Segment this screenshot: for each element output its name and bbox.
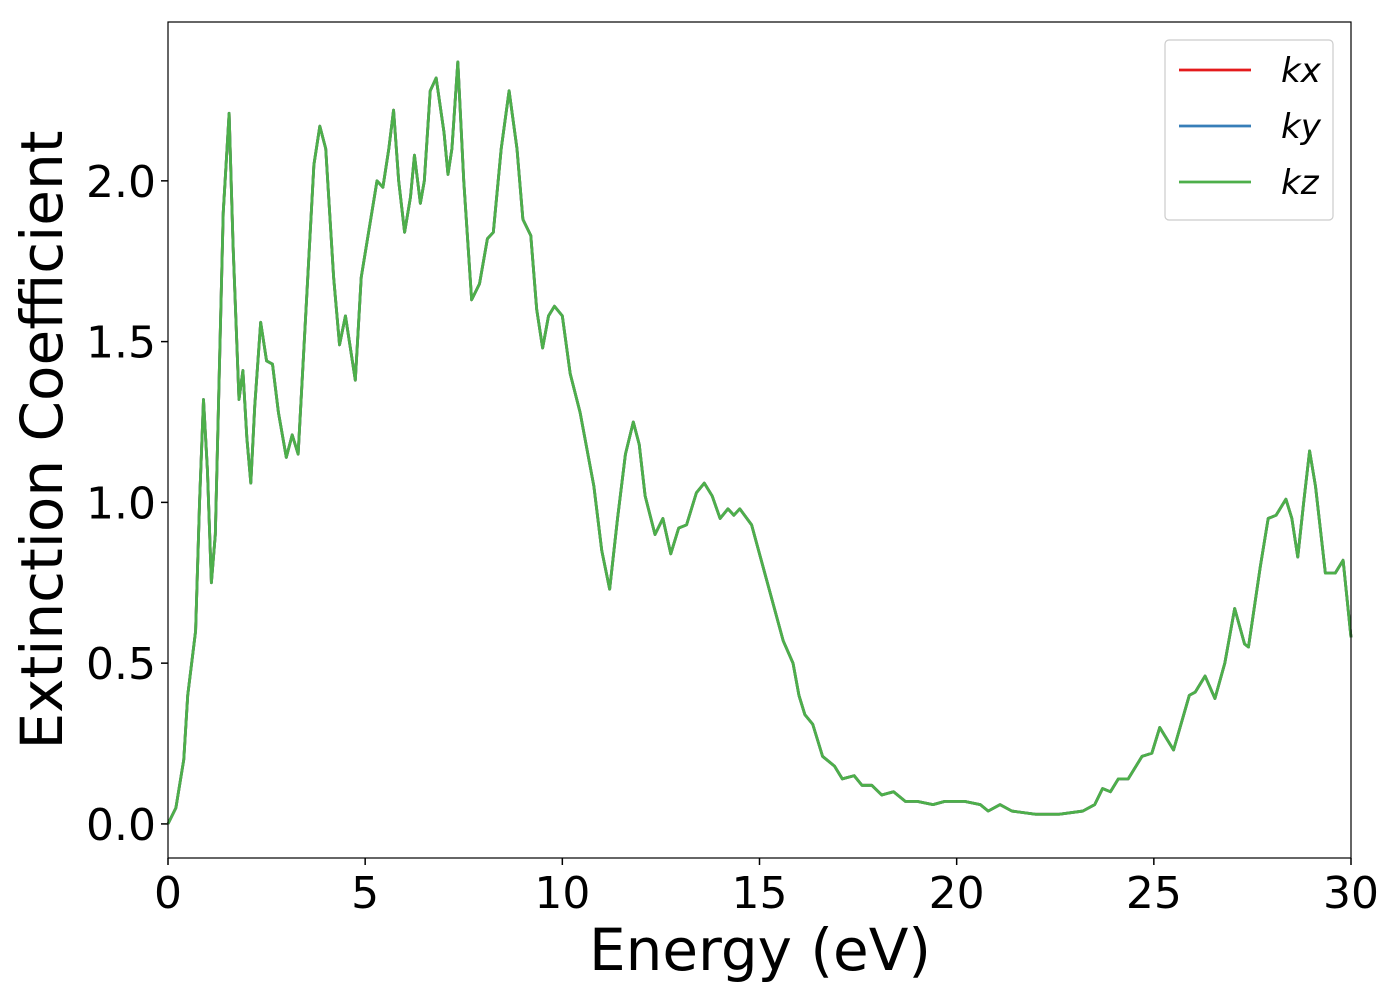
legend-label: kz <box>1281 163 1320 203</box>
legend-label: kx <box>1281 51 1322 91</box>
x-axis-label: Energy (eV) <box>589 916 931 984</box>
y-tick-label: 0.5 <box>86 639 156 690</box>
y-tick-label: 1.0 <box>86 478 156 529</box>
legend-box <box>1164 39 1334 221</box>
x-tick-label: 0 <box>154 868 182 919</box>
x-tick-label: 10 <box>534 868 590 919</box>
x-tick-label: 30 <box>1323 868 1379 919</box>
series-line <box>166 60 1353 825</box>
y-tick-label: 1.5 <box>86 318 156 369</box>
x-tick-label: 15 <box>732 868 788 919</box>
legend-label: ky <box>1281 107 1322 147</box>
x-tick-label: 20 <box>929 868 985 919</box>
y-tick-label: 2.0 <box>86 157 156 208</box>
y-tick-label: 0.0 <box>86 800 156 851</box>
x-tick-label: 5 <box>351 868 379 919</box>
plot-frame <box>167 21 1352 859</box>
x-tick-label: 25 <box>1126 868 1182 919</box>
y-axis-label: Extinction Coefficient <box>8 131 76 750</box>
